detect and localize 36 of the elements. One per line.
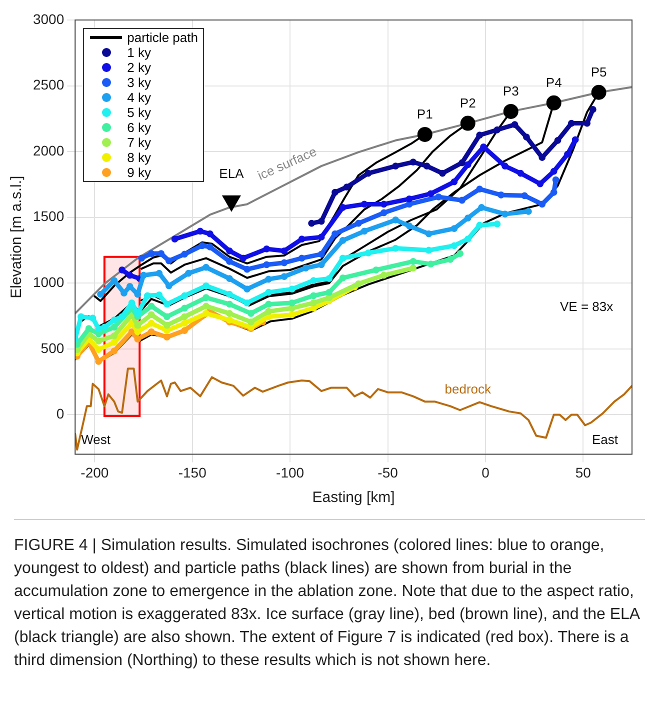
legend-label: 9 ky (127, 165, 151, 180)
legend-label: 6 ky (127, 120, 151, 135)
legend-label: 1 ky (127, 45, 151, 60)
x-tick-label: -100 (276, 464, 304, 480)
y-tick-label: 2500 (32, 76, 64, 93)
legend-label: 3 ky (127, 75, 151, 90)
annotation: West (81, 432, 111, 448)
legend-label: 2 ky (127, 60, 151, 75)
x-tick-label: -50 (378, 464, 398, 480)
y-axis-title: Elevation [m a.s.l.] (8, 176, 26, 298)
y-tick-label: 1500 (32, 208, 64, 224)
caption: FIGURE 4 | Simulation results. Simulated isochrones (colored lines: blue to orange, youngest to oldest) and particle paths (black lines) are shown from burial in the accumulation zone to emergence in the ablation zone. Note that due to the aspect ratio, vertical motion is exaggerated 83x. Ice surface (gray line), bed (brown line), and the ELA (black triangle) are also shown. The extent of Figure 7 is indicated (red box). There is a third dimension (Northing) to these results which is not shown here. (14, 519, 645, 672)
annotation: ELA (219, 166, 244, 181)
legend-label: 8 ky (127, 150, 151, 165)
legend-label: 4 ky (127, 90, 151, 105)
legend-label: 7 ky (127, 135, 151, 150)
annotation: P5 (590, 64, 607, 80)
legend-label: particle path (127, 30, 198, 45)
annotation: East (592, 432, 618, 448)
x-tick-label: 0 (482, 464, 490, 480)
x-tick-label: -150 (178, 464, 207, 480)
annotation: P3 (502, 84, 519, 99)
annotation: P1 (416, 106, 433, 122)
y-tick-label: 2000 (32, 142, 64, 158)
annotation: P2 (460, 95, 476, 110)
y-tick-label: 0 (56, 406, 64, 422)
annotation: P4 (546, 74, 562, 90)
legend-label: 5 ky (127, 105, 151, 120)
x-axis-title: Easting [km] (312, 489, 395, 506)
y-tick-label: 3000 (32, 10, 64, 27)
y-tick-label: 500 (40, 340, 64, 356)
annotation: VE = 83x (560, 299, 614, 314)
annotation: bedrock (444, 382, 492, 397)
y-tick-label: 1000 (32, 274, 64, 290)
x-tick-label: 50 (575, 464, 592, 480)
x-tick-label: -200 (80, 464, 109, 480)
